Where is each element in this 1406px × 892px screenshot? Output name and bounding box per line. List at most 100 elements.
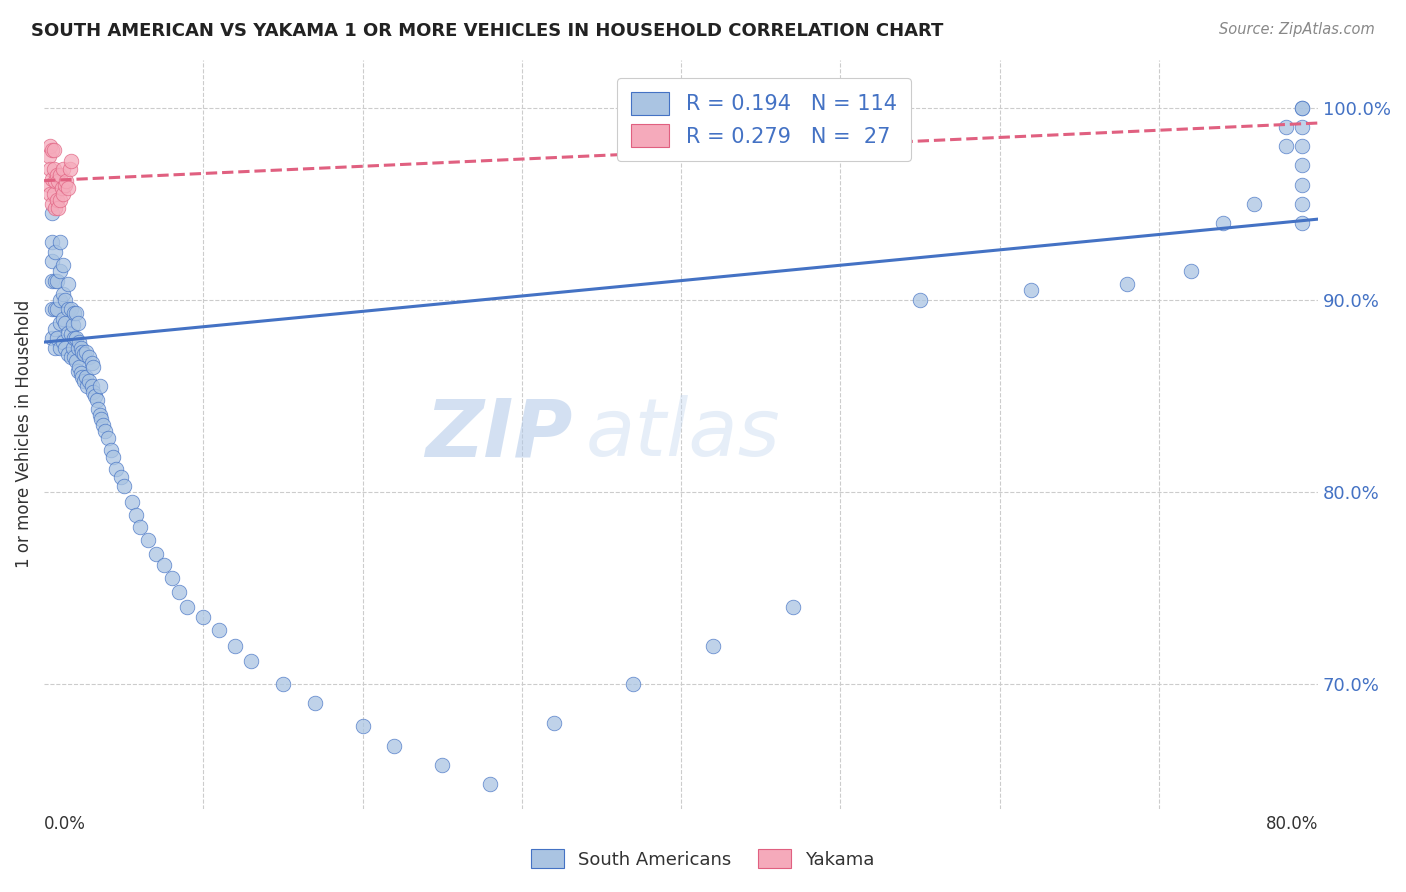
Point [80,379,103,393]
Point [42,143,65,157]
Point [75,344,97,359]
Point [55,174,77,188]
Text: SOUTH AMERICAN VS YAKAMA 1 OR MORE VEHICLES IN HOUSEHOLD CORRELATION CHART: SOUTH AMERICAN VS YAKAMA 1 OR MORE VEHIC… [31,22,943,40]
Point [44,201,66,215]
Point [56,277,79,292]
Point [908,293,931,307]
Point [67,360,90,375]
Point [352,719,374,733]
Point [49,293,72,307]
Point [169,585,191,599]
Point [100,442,122,457]
Point [48,201,70,215]
Point [41,331,63,345]
Point [49,235,72,249]
Point [49,316,72,330]
Legend: South Americans, Yakama: South Americans, Yakama [524,841,882,876]
Point [63,306,86,320]
Point [1291,101,1313,115]
Point [44,274,66,288]
Point [145,547,167,561]
Point [45,331,67,345]
Point [73,374,96,388]
Point [304,697,326,711]
Point [38,149,60,163]
Point [93,424,115,438]
Point [91,417,114,432]
Point [1180,264,1202,278]
Text: ZIP: ZIP [426,395,572,474]
Point [56,181,79,195]
Point [56,346,79,360]
Point [702,639,724,653]
Point [121,494,143,508]
Point [44,321,66,335]
Point [48,174,70,188]
Point [77,351,100,365]
Point [1291,101,1313,115]
Point [60,154,83,169]
Point [90,412,112,426]
Point [432,758,454,772]
Point [52,187,75,202]
Point [52,335,75,350]
Point [45,302,67,317]
Point [136,533,159,547]
Point [62,318,84,332]
Point [1291,120,1313,134]
Point [1021,283,1043,297]
Point [1291,216,1313,230]
Point [65,331,87,345]
Point [44,244,66,259]
Point [52,287,75,301]
Point [52,258,75,272]
Point [41,254,63,268]
Point [63,331,86,345]
Point [125,508,148,522]
Point [63,351,86,365]
Point [208,624,231,638]
Point [65,306,87,320]
Point [128,519,150,533]
Point [76,379,98,393]
Point [41,196,63,211]
Point [193,610,215,624]
Point [69,341,91,355]
Point [72,369,94,384]
Point [73,346,96,360]
Point [1291,139,1313,153]
Text: atlas: atlas [585,395,780,474]
Point [52,312,75,326]
Point [41,274,63,288]
Point [56,302,79,317]
Point [87,402,110,417]
Point [82,360,104,375]
Point [112,479,135,493]
Point [53,293,76,307]
Point [45,168,67,182]
Point [75,369,97,384]
Point [53,341,76,355]
Point [39,187,62,202]
Point [97,431,120,445]
Point [60,351,83,365]
Point [49,193,72,207]
Point [1291,158,1313,172]
Point [1291,178,1313,192]
Point [72,344,94,359]
Point [77,374,100,388]
Point [39,139,62,153]
Point [42,162,65,177]
Point [44,174,66,188]
Point [49,341,72,355]
Point [543,715,565,730]
Point [224,639,246,653]
Point [49,168,72,182]
Point [38,178,60,192]
Point [65,354,87,368]
Point [66,316,89,330]
Point [1291,196,1313,211]
Point [1275,120,1298,134]
Point [89,408,111,422]
Point [44,341,66,355]
